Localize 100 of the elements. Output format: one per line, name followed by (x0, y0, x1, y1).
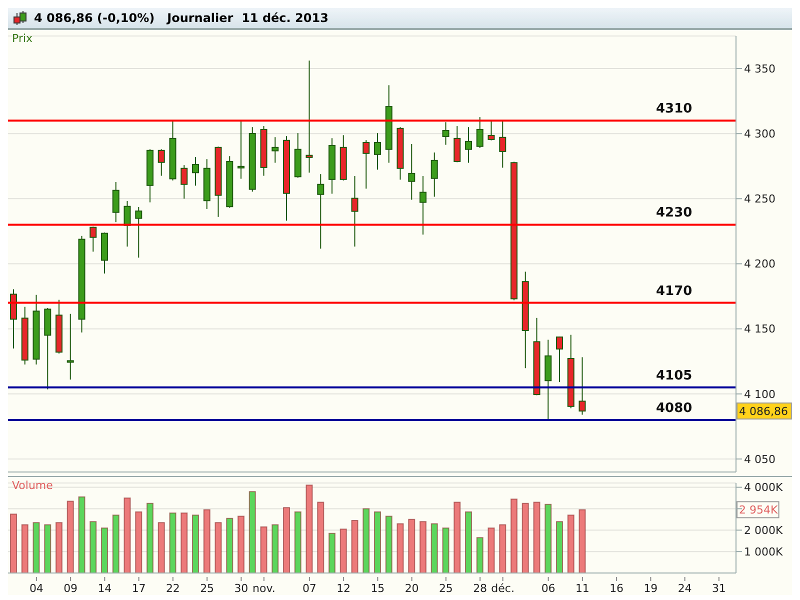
bar (112, 514, 120, 573)
bar (226, 518, 234, 573)
bar (408, 518, 416, 573)
text: 2 954K (739, 504, 778, 517)
bar (101, 528, 108, 573)
candlestick (180, 164, 188, 200)
candlestick (306, 60, 313, 174)
bar (306, 484, 313, 573)
bar (66, 500, 74, 573)
candlestick (272, 136, 279, 164)
x-tick-label: 31 (712, 582, 726, 595)
x-tick-label: déc. (491, 582, 514, 595)
bar (294, 511, 302, 573)
bar (374, 511, 382, 573)
bar (522, 502, 529, 573)
x-tick-label: 16 (610, 582, 624, 595)
bar (567, 514, 574, 573)
bar (203, 509, 210, 573)
candlestick (317, 174, 324, 250)
candlestick (66, 313, 74, 380)
candlestick (374, 132, 382, 170)
bar (556, 521, 564, 573)
candlestick (578, 356, 586, 416)
x-tick-label: 28 (473, 582, 488, 595)
x-tick-label: 22 (166, 582, 180, 595)
candlestick (465, 126, 472, 164)
bar (454, 502, 461, 573)
bar (44, 524, 52, 573)
candlestick (499, 120, 506, 168)
candlestick (430, 152, 438, 198)
ref-line-label: 4170 (656, 284, 692, 299)
bar (533, 502, 540, 573)
bar (317, 502, 324, 573)
bar (420, 521, 427, 573)
candlestick (158, 148, 165, 176)
candlestick (454, 126, 461, 163)
bar (214, 522, 222, 573)
bar (238, 516, 245, 573)
candlestick (408, 144, 416, 200)
candlestick (112, 182, 120, 223)
y-tick-label: 4 050 (744, 452, 776, 466)
candlestick (124, 200, 131, 248)
bar (442, 528, 450, 573)
bar (340, 528, 347, 573)
ref-line-label: 4080 (656, 400, 692, 416)
bar (396, 523, 404, 573)
x-tick-label: 14 (98, 582, 112, 595)
x-tick-label: 25 (438, 582, 453, 595)
bar (328, 532, 336, 573)
bar (283, 507, 290, 573)
bar (430, 523, 438, 573)
x-tick-label: 06 (541, 582, 556, 595)
bar (21, 524, 28, 573)
bar (499, 524, 506, 573)
x-tick-label: 24 (678, 582, 692, 595)
bar (146, 502, 154, 573)
candlestick (238, 120, 245, 180)
candlestick (362, 140, 370, 190)
y-tick-label: 1 000K (744, 545, 784, 558)
ref-line-label: 4105 (656, 368, 692, 384)
bar (90, 521, 97, 573)
candlestick (476, 116, 484, 148)
bar (510, 498, 518, 573)
bar (260, 526, 268, 573)
bar (362, 508, 370, 573)
y-axis-title: Volume (12, 479, 53, 492)
bar (192, 514, 200, 573)
bar (158, 522, 165, 573)
ref-line-label: 4310 (656, 102, 692, 117)
bar (135, 511, 142, 573)
x-tick-label: nov. (252, 582, 276, 595)
bar (124, 498, 131, 573)
x-tick-label: 15 (370, 582, 385, 595)
candlestick (556, 336, 564, 383)
bar (56, 522, 63, 573)
x-tick-label: 30 (234, 582, 248, 595)
y-tick-label: 2 000K (744, 524, 784, 538)
candlestick (488, 120, 495, 141)
bar (578, 509, 586, 573)
bar (32, 522, 40, 573)
x-tick-label: 07 (302, 582, 316, 595)
ref-line-label: 4230 (656, 206, 692, 221)
text: 4 086,86 (739, 405, 788, 418)
bar (544, 504, 552, 573)
y-tick-label: 4 000K (744, 481, 784, 494)
bar (465, 511, 472, 573)
candlestick (90, 226, 97, 252)
candlestick (351, 176, 358, 248)
candlestick (192, 156, 200, 186)
chart-title: 4 086,86 (-0,10%) Journalier 11 déc. 2013 (34, 11, 328, 25)
x-tick-label: 09 (64, 582, 78, 595)
bar (169, 512, 176, 573)
x-tick-label: 19 (644, 582, 658, 595)
bar (78, 496, 86, 573)
bar (351, 520, 358, 573)
bar (180, 512, 188, 573)
y-tick-label: 4 150 (744, 322, 776, 336)
y-tick-label: 4 100 (744, 388, 776, 401)
x-tick-label: 12 (336, 582, 351, 595)
x-tick-label: 17 (132, 582, 146, 595)
